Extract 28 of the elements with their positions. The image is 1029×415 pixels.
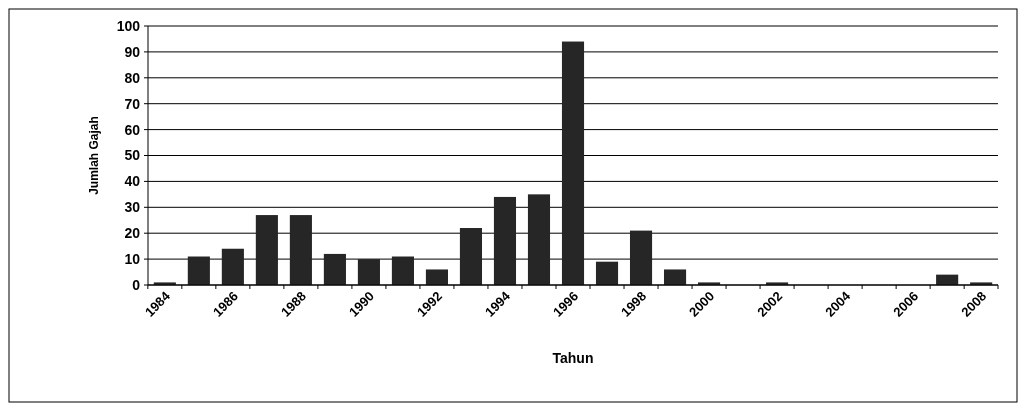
y-tick-label: 60 <box>124 121 141 138</box>
bar <box>663 269 687 285</box>
y-tick-label: 0 <box>132 276 141 293</box>
y-tick-label: 30 <box>124 199 141 216</box>
y-tick-label: 10 <box>124 251 141 267</box>
y-tick-label: 70 <box>124 95 141 112</box>
bar <box>493 196 517 285</box>
y-tick-label: 80 <box>124 69 141 86</box>
bar <box>187 256 210 285</box>
bar <box>425 269 448 285</box>
bar <box>561 41 585 285</box>
bar <box>629 230 653 285</box>
bar <box>391 256 414 285</box>
bar <box>221 248 244 285</box>
bar <box>289 215 312 285</box>
bar <box>357 259 380 285</box>
bar <box>459 228 483 285</box>
y-tick-label: 50 <box>124 147 141 164</box>
x-axis-title: Tahun <box>552 350 594 366</box>
y-tick-label: 20 <box>124 225 141 242</box>
bar <box>595 261 619 285</box>
bar <box>527 194 551 285</box>
y-axis-title: Jumlah Gajah <box>87 116 101 195</box>
bar <box>255 215 278 285</box>
y-tick-label: 100 <box>116 17 141 34</box>
y-tick-label: 40 <box>124 173 141 190</box>
bar <box>323 253 346 285</box>
y-tick-label: 90 <box>124 43 141 60</box>
